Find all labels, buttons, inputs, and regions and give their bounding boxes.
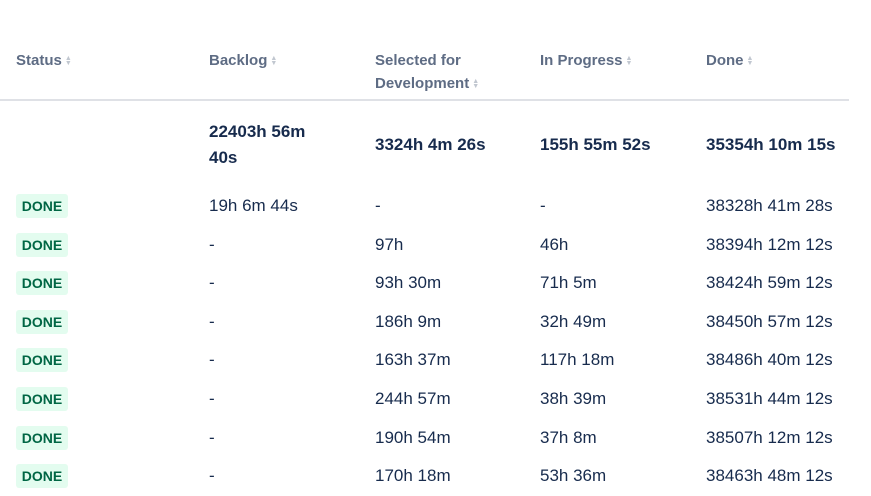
- cell-selected: 244h 57m: [375, 389, 451, 408]
- header-divider: [0, 99, 849, 101]
- table-row: DONE - 186h 9m 32h 49m 38450h 57m 12s: [0, 307, 871, 337]
- total-selected: 3324h 4m 26s: [375, 135, 486, 154]
- cell-selected: -: [375, 196, 381, 215]
- cell-backlog: -: [209, 389, 215, 408]
- sort-icon: ▲ ▼: [472, 78, 480, 91]
- cell-in-progress: 46h: [540, 234, 569, 254]
- total-in-progress: 155h 55m 52s: [540, 135, 651, 154]
- cell-in-progress: 53h 36m: [540, 466, 607, 486]
- cell-in-progress: 117h 18m: [540, 350, 615, 370]
- table-row: DONE - 93h 30m 71h 5m 38424h 59m 12s: [0, 268, 871, 298]
- cell-done: 38507h 12m 12s: [706, 427, 833, 447]
- status-badge: DONE: [16, 464, 68, 489]
- column-header-selected-for-development[interactable]: Selected for Development ▲ ▼: [375, 52, 480, 92]
- cell-backlog: -: [209, 466, 215, 486]
- status-badge: DONE: [16, 271, 68, 296]
- cell-backlog: -: [209, 427, 215, 447]
- status-badge: DONE: [16, 348, 68, 373]
- cell-in-progress: 38h 39m: [540, 389, 607, 408]
- cell-in-progress: 37h 8m: [540, 427, 597, 447]
- cell-done: 38531h 44m 12s: [706, 389, 833, 408]
- cell-done: 38486h 40m 12s: [706, 350, 833, 370]
- cell-backlog: -: [209, 311, 215, 331]
- table-row: DONE - 97h 46h 38394h 12m 12s: [0, 230, 871, 260]
- cell-backlog: -: [209, 350, 215, 370]
- cell-selected: 163h 37m: [375, 350, 451, 370]
- column-header-backlog[interactable]: Backlog ▲ ▼: [209, 52, 278, 69]
- total-backlog: 22403h 56m 40s: [209, 122, 306, 167]
- cell-backlog: -: [209, 234, 215, 254]
- cell-in-progress: 71h 5m: [540, 273, 597, 293]
- cell-in-progress: -: [540, 196, 546, 215]
- table-row: DONE - 244h 57m 38h 39m 38531h 44m 12s: [0, 384, 871, 414]
- table-row: DONE - 170h 18m 53h 36m 38463h 48m 12s: [0, 461, 871, 491]
- total-done: 35354h 10m 15s: [706, 135, 836, 154]
- column-header-done[interactable]: Done ▲ ▼: [706, 52, 754, 69]
- status-badge: DONE: [16, 309, 68, 334]
- sort-icon: ▲ ▼: [270, 55, 278, 68]
- cell-done: 38463h 48m 12s: [706, 466, 833, 486]
- cell-in-progress: 32h 49m: [540, 311, 607, 331]
- cell-done: 38450h 57m 12s: [706, 311, 833, 331]
- cell-done: 38424h 59m 12s: [706, 273, 833, 293]
- sort-icon: ▲ ▼: [746, 55, 754, 68]
- cell-done: 38394h 12m 12s: [706, 234, 833, 254]
- status-badge: DONE: [16, 425, 68, 450]
- table-row: DONE - 163h 37m 117h 18m 38486h 40m 12s: [0, 345, 871, 375]
- cell-selected: 190h 54m: [375, 427, 451, 447]
- cell-selected: 170h 18m: [375, 466, 451, 486]
- column-header-status[interactable]: Status ▲ ▼: [16, 52, 72, 69]
- cell-selected: 186h 9m: [375, 311, 442, 331]
- table-row: DONE - 190h 54m 37h 8m 38507h 12m 12s: [0, 423, 871, 453]
- cell-backlog: 19h 6m 44s: [209, 196, 298, 215]
- cell-backlog: -: [209, 273, 215, 293]
- sort-icon: ▲ ▼: [64, 55, 72, 68]
- status-badge: DONE: [16, 387, 68, 411]
- table-row: DONE 19h 6m 44s - - 38328h 41m 28s: [0, 191, 871, 221]
- status-badge: DONE: [16, 232, 68, 257]
- cell-selected: 97h: [375, 234, 404, 254]
- cell-done: 38328h 41m 28s: [706, 196, 833, 215]
- cell-selected: 93h 30m: [375, 273, 442, 293]
- column-header-in-progress[interactable]: In Progress ▲ ▼: [540, 52, 633, 69]
- status-badge: DONE: [16, 194, 68, 218]
- sort-icon: ▲ ▼: [625, 55, 633, 68]
